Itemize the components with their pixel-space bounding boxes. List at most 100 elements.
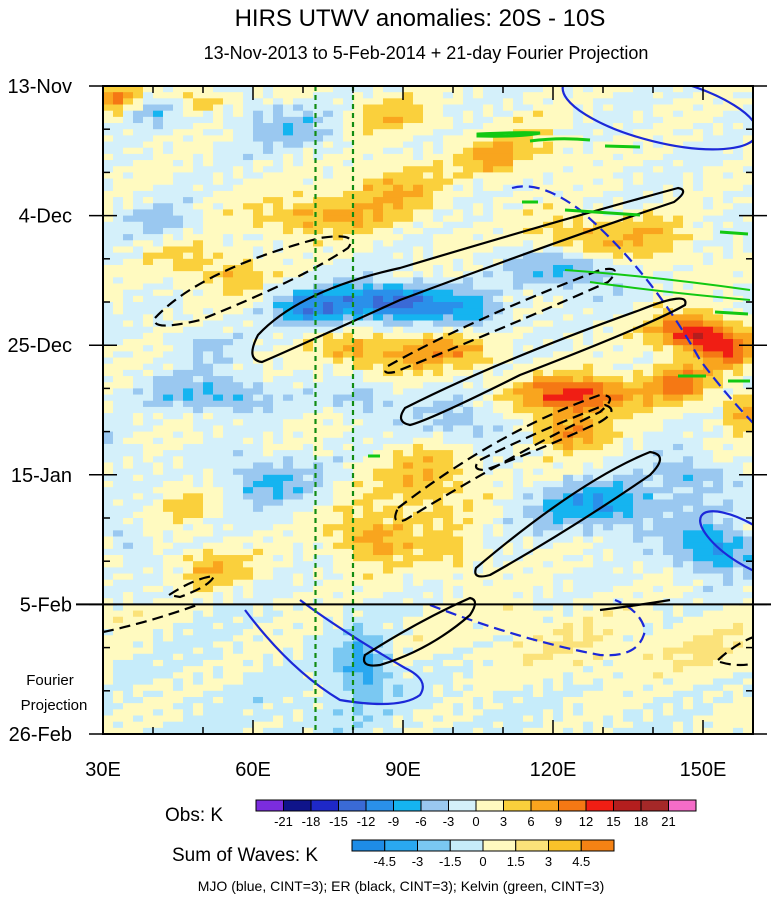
heat-cell bbox=[163, 579, 174, 587]
heat-cell bbox=[383, 240, 394, 248]
heat-cell bbox=[423, 86, 434, 93]
heat-cell bbox=[263, 604, 274, 612]
heat-cell bbox=[293, 431, 304, 439]
heat-cell bbox=[213, 413, 224, 420]
heat-cell bbox=[463, 314, 474, 322]
heat-cell bbox=[523, 320, 534, 328]
heat-cell bbox=[373, 252, 384, 260]
heat-cell bbox=[313, 184, 324, 192]
heat-cell bbox=[293, 400, 304, 408]
heat-cell bbox=[163, 203, 174, 211]
heat-cell bbox=[123, 160, 134, 167]
heat-cell bbox=[403, 474, 414, 482]
heat-cell bbox=[173, 314, 184, 322]
heat-cell bbox=[413, 721, 424, 729]
heat-cell bbox=[333, 326, 344, 334]
heat-cell bbox=[173, 567, 184, 575]
heat-cell bbox=[283, 104, 294, 112]
heat-cell bbox=[193, 666, 204, 673]
heat-cell bbox=[283, 721, 294, 729]
heat-cell bbox=[403, 153, 414, 161]
heat-cell bbox=[463, 530, 474, 538]
heat-cell bbox=[423, 653, 434, 661]
heat-cell bbox=[493, 141, 504, 149]
heat-cell bbox=[283, 456, 294, 464]
heat-cell bbox=[153, 166, 164, 173]
heat-cell bbox=[453, 431, 464, 439]
heat-cell bbox=[413, 98, 424, 106]
heat-cell bbox=[363, 480, 374, 488]
heat-cell bbox=[183, 499, 194, 507]
heat-cell bbox=[413, 443, 424, 451]
heat-cell bbox=[123, 610, 134, 618]
heat-cell bbox=[193, 629, 204, 636]
heat-cell bbox=[503, 715, 514, 723]
heat-cell bbox=[293, 320, 304, 328]
heat-cell bbox=[443, 110, 454, 118]
heat-cell bbox=[163, 443, 174, 451]
heat-cell bbox=[483, 178, 494, 186]
heat-cell bbox=[513, 499, 524, 507]
heat-cell bbox=[133, 394, 144, 402]
heat-cell bbox=[573, 258, 584, 266]
heat-cell bbox=[423, 123, 434, 130]
heat-cell bbox=[563, 443, 574, 451]
heat-cell bbox=[103, 394, 114, 402]
heat-cell bbox=[543, 264, 554, 272]
heat-cell bbox=[293, 573, 304, 581]
heat-cell bbox=[173, 141, 184, 149]
heat-cell bbox=[223, 295, 234, 303]
heat-cell bbox=[553, 480, 564, 488]
heat-cell bbox=[313, 524, 324, 531]
heat-cell bbox=[353, 332, 364, 340]
heat-cell bbox=[353, 480, 364, 488]
heat-cell bbox=[533, 579, 544, 587]
heat-cell bbox=[503, 573, 514, 581]
heat-cell bbox=[453, 382, 464, 389]
heat-cell bbox=[113, 178, 124, 186]
heat-cell bbox=[323, 450, 334, 457]
heat-cell bbox=[123, 277, 134, 285]
heat-cell bbox=[213, 567, 224, 575]
heat-cell bbox=[323, 382, 334, 389]
heat-cell bbox=[403, 450, 414, 457]
heat-cell bbox=[193, 690, 204, 698]
heat-cell bbox=[193, 221, 204, 229]
heat-cell bbox=[483, 98, 494, 106]
heat-cell bbox=[303, 92, 314, 99]
heat-cell bbox=[533, 110, 544, 118]
heat-cell bbox=[503, 721, 514, 729]
heat-cell bbox=[333, 221, 344, 229]
heat-cell bbox=[403, 487, 414, 494]
heat-cell bbox=[233, 271, 244, 278]
heat-cell bbox=[133, 246, 144, 254]
heat-cell bbox=[283, 376, 294, 383]
heat-cell bbox=[513, 314, 524, 322]
heat-cell bbox=[563, 345, 574, 352]
heat-cell bbox=[293, 499, 304, 507]
heat-cell bbox=[473, 413, 484, 420]
heat-cell bbox=[563, 369, 574, 377]
heat-cell bbox=[243, 450, 254, 457]
heat-cell bbox=[183, 715, 194, 723]
heat-cell bbox=[153, 147, 164, 155]
heat-cell bbox=[383, 443, 394, 451]
heat-cell bbox=[553, 684, 564, 692]
heat-cell bbox=[113, 462, 124, 470]
heat-cell bbox=[353, 505, 364, 513]
heat-cell bbox=[493, 135, 504, 143]
heat-cell bbox=[333, 487, 344, 494]
heat-cell bbox=[343, 406, 354, 414]
heat-cell bbox=[113, 419, 124, 427]
heat-cell bbox=[533, 234, 544, 241]
heat-cell bbox=[283, 542, 294, 550]
heat-cell bbox=[443, 203, 454, 211]
heat-cell bbox=[433, 153, 444, 161]
heat-cell bbox=[513, 184, 524, 192]
heat-cell bbox=[243, 351, 254, 359]
heat-cell bbox=[363, 98, 374, 106]
heat-cell bbox=[193, 419, 204, 427]
heat-cell bbox=[213, 209, 224, 217]
heat-cell bbox=[383, 332, 394, 340]
heat-cell bbox=[423, 468, 434, 476]
